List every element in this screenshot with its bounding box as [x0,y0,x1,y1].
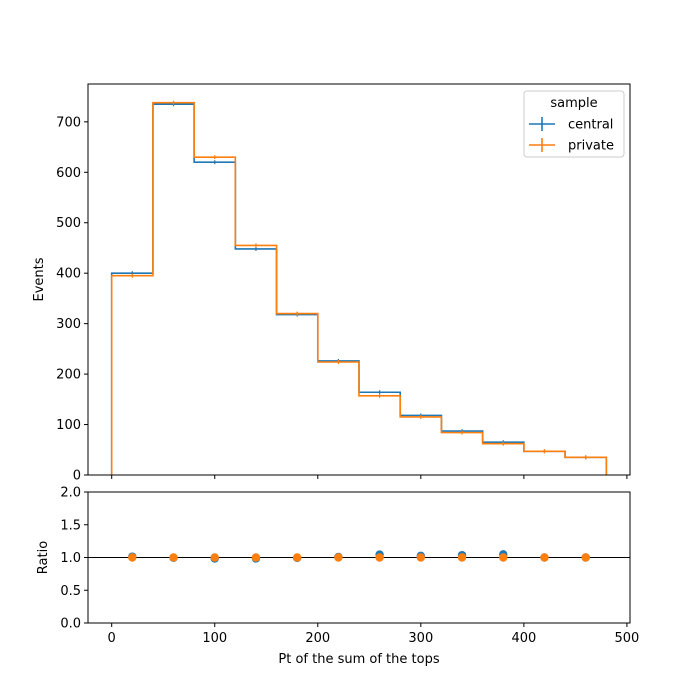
histogram-series-central [110,103,608,475]
ratio-point-private [292,553,302,562]
y-tick-label: 600 [56,166,81,181]
x-axis-label: Pt of the sum of the tops [278,652,439,667]
ratio-y-tick-label: 0.5 [60,584,81,599]
ratio-y-axis-label: Ratio [36,541,51,574]
ratio-point-private [334,553,343,562]
x-tick-label: 300 [408,631,433,646]
ratio-point-private [251,553,261,562]
y-tick-label: 100 [56,418,81,433]
ratio-y-tick-label: 2.0 [60,486,81,501]
histogram-series-private [110,101,608,475]
y-axis-label: Events [32,257,47,301]
x-tick-label: 400 [511,631,536,646]
main-axes-frame [87,83,631,476]
ratio-point-private [210,553,219,562]
x-tick-label: 100 [202,631,227,646]
ratio-y-tick-label: 1.5 [60,518,81,533]
y-tick-label: 400 [56,267,81,282]
x-tick-label: 200 [305,631,330,646]
legend: sample central private [523,90,625,158]
ratio-y-tick-label: 0.0 [60,617,81,632]
x-tick-label: 500 [614,631,639,646]
ratio-y-tick-label: 1.0 [60,551,81,566]
legend-entry-private: private [568,139,614,154]
legend-title: sample [550,96,597,111]
legend-box [523,90,625,158]
ratio-point-private [416,553,426,562]
y-tick-label: 300 [56,317,81,332]
y-tick-label: 0 [73,469,81,484]
main-panel: 0 100 200 300 400 500 600 700 Events [32,83,631,484]
y-tick-label: 200 [56,368,81,383]
ratio-point-private [581,553,590,562]
ratio-panel: 0.0 0.5 1.0 1.5 2.0 0 100 200 300 400 500 Ratio Pt o… [36,486,639,668]
ratio-point-private [128,553,137,562]
legend-entry-central: central [568,118,613,133]
x-tick-label: 0 [108,631,116,646]
ratio-point-private [169,553,178,562]
ratio-point-private [375,553,384,562]
y-tick-label: 500 [56,216,81,231]
y-tick-label: 700 [56,115,81,130]
ratio-point-private [457,553,467,562]
ratio-point-private [499,553,508,562]
ratio-point-private [540,553,549,562]
